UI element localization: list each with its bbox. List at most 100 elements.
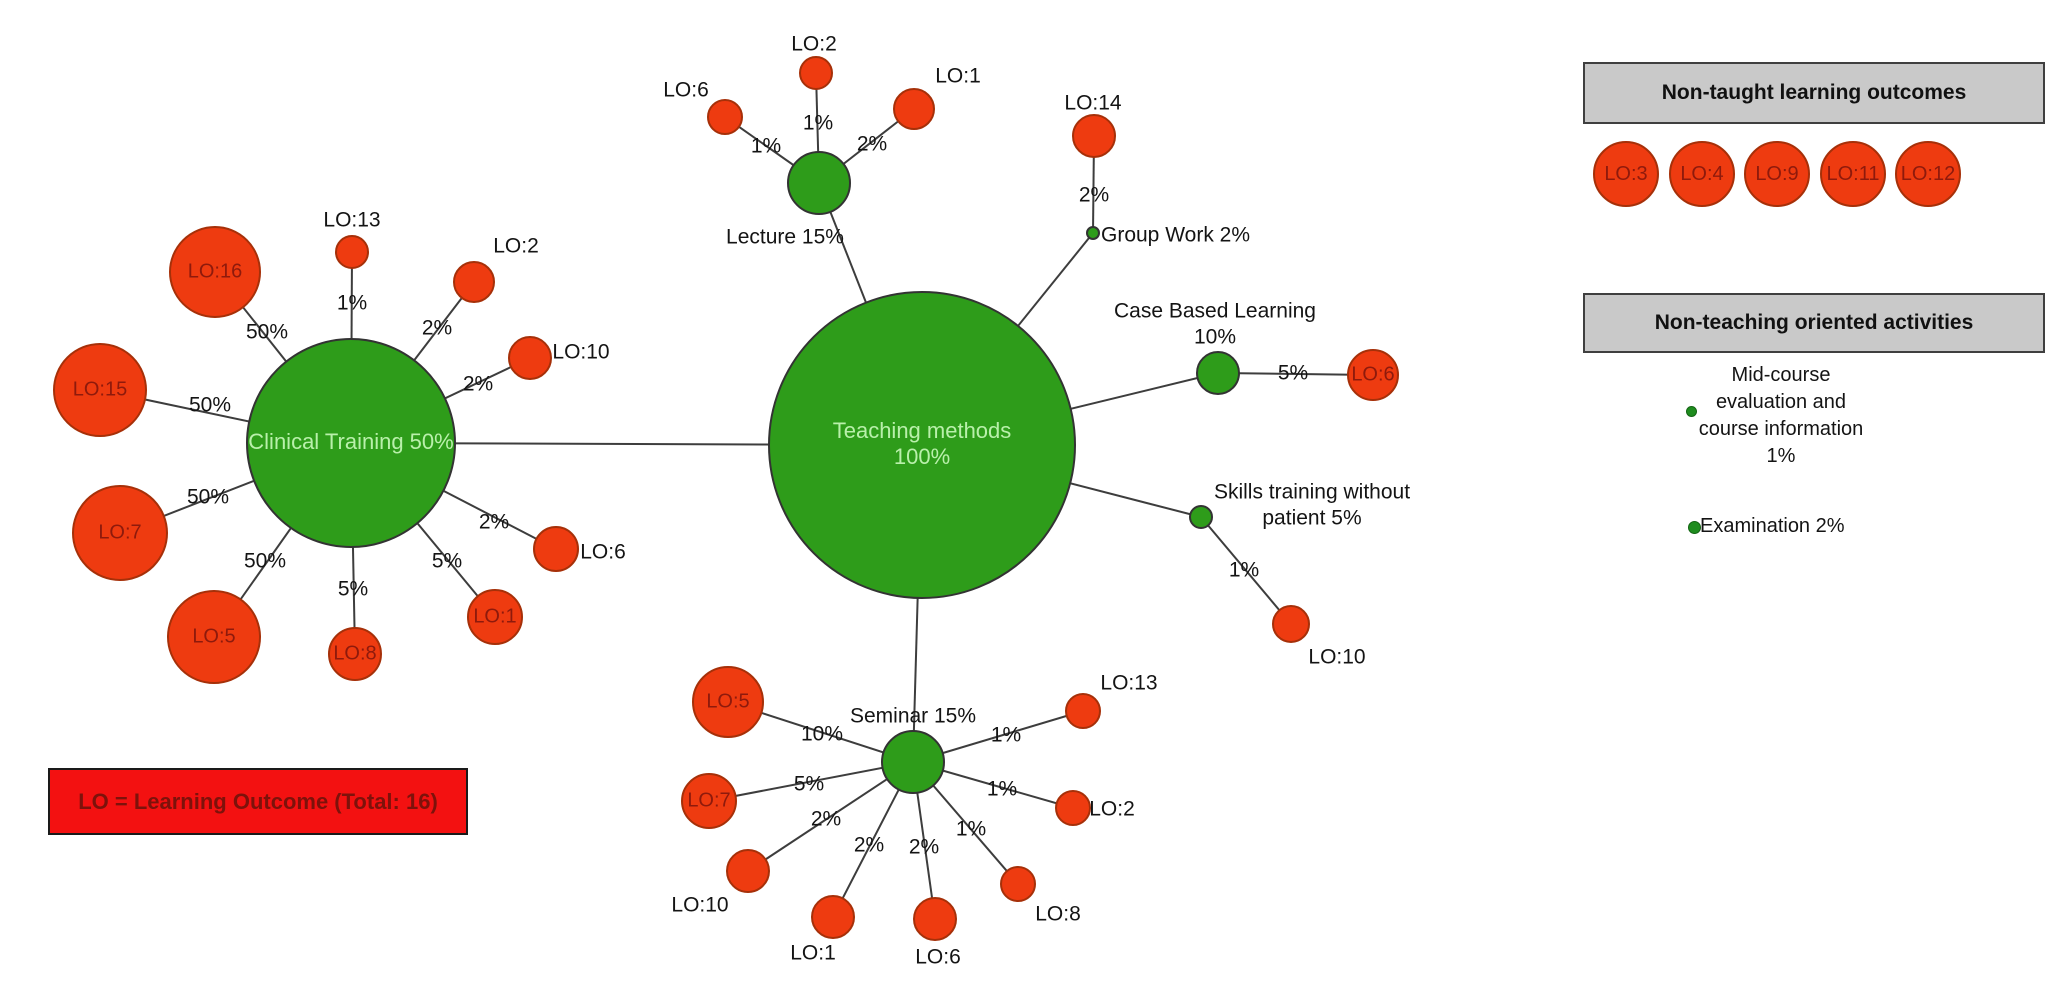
node-label-skills: patient 5% xyxy=(1262,507,1361,530)
node-label-ct-lo1: LO:1 xyxy=(473,605,516,627)
node-sem-lo6 xyxy=(913,897,957,941)
node-ct-lo8 xyxy=(328,627,382,681)
edge-pct-sem-lo1: 2% xyxy=(854,834,884,857)
edge-pct-ct-lo1: 5% xyxy=(432,550,462,573)
node-ct-lo2 xyxy=(453,261,495,303)
node-label-sem-lo5: LO:5 xyxy=(706,690,749,712)
node-sem-lo10 xyxy=(726,849,770,893)
edge-skills-sk-lo10 xyxy=(1200,516,1292,625)
edge-pct-sem-lo13: 1% xyxy=(991,724,1021,747)
edge-pct-cbl-lo6: 5% xyxy=(1278,362,1308,385)
edge-pct-sk-lo10: 1% xyxy=(1229,559,1259,582)
edge-pct-ct-lo10: 2% xyxy=(463,373,493,396)
non-taught-lo-12: LO:12 xyxy=(1895,141,1961,207)
node-sem-lo13 xyxy=(1065,693,1101,729)
node-label-ct-lo2: LO:2 xyxy=(493,235,539,258)
node-ct-lo16 xyxy=(169,226,261,318)
edge-pct-ct-lo8: 5% xyxy=(338,578,368,601)
lo-legend-box: LO = Learning Outcome (Total: 16) xyxy=(48,768,468,835)
node-label-lec-lo6: LO:6 xyxy=(663,79,709,102)
node-label-seminar: Seminar 15% xyxy=(850,705,976,728)
node-label-gw-lo14: LO:14 xyxy=(1064,92,1122,115)
edge-pct-sem-lo5: 10% xyxy=(801,723,843,746)
edge-seminar-sem-lo10 xyxy=(747,761,914,872)
node-ct xyxy=(246,338,456,548)
node-lecture xyxy=(787,151,851,215)
edge-pct-ct-lo13: 1% xyxy=(337,292,367,315)
edge-pct-ct-lo16: 50% xyxy=(246,321,288,344)
node-ct-lo5 xyxy=(167,590,261,684)
node-sk-lo10 xyxy=(1272,605,1310,643)
edge-pct-lec-lo2: 1% xyxy=(803,112,833,135)
node-ct-lo1 xyxy=(467,589,523,645)
non-taught-outcomes-title: Non-taught learning outcomes xyxy=(1661,81,1967,104)
node-lec-lo6 xyxy=(707,99,743,135)
examination-label: Examination 2% xyxy=(1700,515,1845,537)
examination-dot-icon xyxy=(1688,521,1701,534)
node-cbl xyxy=(1196,351,1240,395)
node-label-ct-lo7: LO:7 xyxy=(98,521,141,543)
node-label-cbl-lo6: LO:6 xyxy=(1351,363,1394,385)
node-gw-lo14 xyxy=(1072,114,1116,158)
node-ct-lo13 xyxy=(335,235,369,269)
midcourse-dot-icon xyxy=(1686,406,1697,417)
node-label-ct: Clinical Training 50% xyxy=(248,429,453,454)
midcourse-line-1: Mid-course xyxy=(1731,364,1831,386)
node-sem-lo8 xyxy=(1000,866,1036,902)
node-label-lec-lo2: LO:2 xyxy=(791,33,837,56)
non-taught-outcomes-box: Non-taught learning outcomes xyxy=(1583,62,2045,124)
non-taught-lo-4: LO:4 xyxy=(1669,141,1735,207)
edge-pct-sem-lo6: 2% xyxy=(909,836,939,859)
midcourse-line-3: course information xyxy=(1698,418,1864,440)
edge-pct-lec-lo1: 2% xyxy=(857,133,887,156)
node-label-ct-lo13: LO:13 xyxy=(323,209,380,232)
node-sem-lo1 xyxy=(811,895,855,939)
node-tm xyxy=(768,291,1076,599)
node-label-sem-lo8: LO:8 xyxy=(1035,903,1081,926)
edge-pct-ct-lo7: 50% xyxy=(187,486,229,509)
edge-pct-sem-lo2: 1% xyxy=(987,778,1017,801)
edge-pct-sem-lo8: 1% xyxy=(956,818,986,841)
node-label-ct-lo8: LO:8 xyxy=(333,642,376,664)
edge-pct-ct-lo6: 2% xyxy=(479,511,509,534)
node-label-sem-lo10: LO:10 xyxy=(671,894,728,917)
node-label-sem-lo2: LO:2 xyxy=(1089,798,1135,821)
non-teaching-activities-title: Non-teaching oriented activities xyxy=(1654,311,1974,334)
node-label-ct-lo16: LO:16 xyxy=(188,260,242,282)
edge-pct-gw-lo14: 2% xyxy=(1079,184,1109,207)
midcourse-line-2: evaluation and xyxy=(1715,391,1847,413)
midcourse-evaluation-label: Mid-course evaluation and course informa… xyxy=(1651,362,1911,470)
node-label-lecture: Lecture 15% xyxy=(726,226,844,249)
node-label-sem-lo6: LO:6 xyxy=(915,946,961,969)
non-taught-lo-11: LO:11 xyxy=(1820,141,1886,207)
node-lec-lo2 xyxy=(799,56,833,90)
node-label-ct-lo5: LO:5 xyxy=(192,625,235,647)
node-lec-lo1 xyxy=(893,88,935,130)
node-sem-lo7 xyxy=(681,773,737,829)
edge-pct-sem-lo7: 5% xyxy=(794,773,824,796)
node-label-ct-lo10: LO:10 xyxy=(552,341,609,364)
non-taught-lo-9: LO:9 xyxy=(1744,141,1810,207)
node-label-lec-lo1: LO:1 xyxy=(935,65,981,88)
node-label-skills: Skills training without xyxy=(1214,481,1410,504)
node-label-ct-lo6: LO:6 xyxy=(580,541,626,564)
node-label-cbl: 10% xyxy=(1194,326,1236,349)
edge-seminar-sem-lo7 xyxy=(708,761,914,802)
node-sem-lo2 xyxy=(1055,790,1091,826)
node-seminar xyxy=(881,730,945,794)
node-cbl-lo6 xyxy=(1347,349,1399,401)
node-groupwork xyxy=(1086,226,1100,240)
node-ct-lo10 xyxy=(508,336,552,380)
edge-pct-lec-lo6: 1% xyxy=(751,135,781,158)
edge-pct-ct-lo5: 50% xyxy=(244,550,286,573)
edge-pct-sem-lo10: 2% xyxy=(811,808,841,831)
node-label-sem-lo1: LO:1 xyxy=(790,942,836,965)
midcourse-line-4: 1% xyxy=(1766,445,1796,467)
edge-pct-ct-lo2: 2% xyxy=(422,317,452,340)
non-taught-lo-3: LO:3 xyxy=(1593,141,1659,207)
node-label-sem-lo7: LO:7 xyxy=(687,789,730,811)
node-label-cbl: Case Based Learning xyxy=(1114,300,1316,323)
node-sem-lo5 xyxy=(692,666,764,738)
